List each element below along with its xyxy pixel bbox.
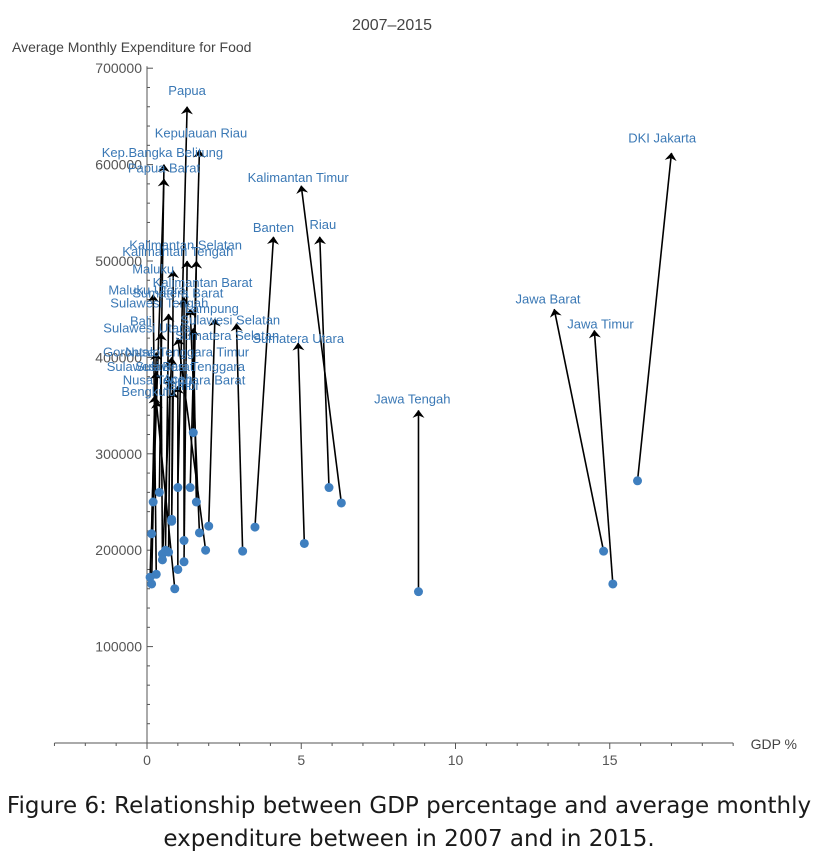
point-label: Bengkulu bbox=[121, 384, 175, 399]
point-label: Kalimantan Selatan bbox=[129, 237, 242, 252]
arrow-aceh bbox=[151, 400, 176, 589]
point-label: Bali bbox=[130, 314, 152, 329]
arrow-dki-jakarta bbox=[636, 152, 677, 481]
point-lampung bbox=[204, 521, 214, 531]
caption-line-1: Figure 6: Relationship between GDP perce… bbox=[6, 793, 812, 819]
point-label: DKI Jakarta bbox=[628, 130, 697, 145]
point-label: Nusa Tenggara Barat bbox=[123, 372, 246, 387]
point-kep-bangka-belitung bbox=[154, 487, 164, 497]
axes: 0 5 10 15 100000 200000 300000 400000 500000 6000… bbox=[53, 60, 734, 768]
y-tick-label: 400000 bbox=[95, 349, 142, 365]
y-tick-label: 300000 bbox=[95, 446, 142, 462]
point-jawa-tengah bbox=[413, 587, 423, 597]
arrow-sulawesi-utara bbox=[154, 332, 167, 555]
point-label: Sulawesi Tengah bbox=[110, 295, 208, 310]
point-gorontalo bbox=[147, 579, 157, 589]
y-tick-label: 700000 bbox=[95, 60, 142, 76]
y-tick-label: 500000 bbox=[95, 253, 142, 269]
scatter-arrow-chart: 2007–2015 Average Monthly Expenditure fo… bbox=[12, 17, 797, 768]
point-sumatera-selatan bbox=[201, 545, 211, 555]
point-papua bbox=[173, 483, 183, 493]
point-kalimantan-tengah bbox=[188, 428, 198, 438]
point-label: Lampung bbox=[185, 301, 239, 316]
point-label: Sumatera Selatan bbox=[175, 328, 279, 343]
point-label: Papua Barat bbox=[128, 160, 201, 175]
arrow-riau bbox=[314, 236, 330, 488]
x-tick-label: 10 bbox=[448, 752, 464, 768]
point-label: Banten bbox=[253, 220, 294, 235]
point-label: Jawa Barat bbox=[516, 291, 581, 306]
point-label: Jawa Tengah bbox=[374, 392, 450, 407]
point-label: Sulawesi Tenggara bbox=[135, 359, 245, 374]
point-label: Kalimantan Timur bbox=[248, 170, 350, 185]
arrow-banten bbox=[254, 236, 279, 528]
arrow-kalimantan-timur bbox=[296, 185, 343, 504]
y-tick-label: 200000 bbox=[95, 542, 142, 558]
point-sulawesi-selatan bbox=[238, 546, 248, 556]
point-bengkulu bbox=[147, 529, 157, 539]
arrow-sumatera-selatan bbox=[172, 337, 207, 551]
point-sulawesi-tenggara bbox=[164, 547, 174, 557]
point-label: Papua bbox=[168, 83, 206, 98]
point-label: Nusa Tenggara Timur bbox=[125, 344, 250, 359]
y-tick-label: 100000 bbox=[95, 639, 142, 655]
y-axis-title: Average Monthly Expenditure for Food bbox=[12, 39, 251, 55]
point-label: Sulawesi Utara bbox=[103, 320, 191, 335]
arrow-jawa-timur bbox=[588, 329, 614, 584]
point-label: Gorontalo bbox=[103, 344, 160, 359]
points-layer bbox=[145, 428, 643, 597]
arrow-lampung bbox=[207, 318, 221, 527]
arrow-bengkulu bbox=[148, 395, 161, 534]
point-label: Kep.Bangka Belitung bbox=[102, 145, 223, 160]
point-papua-barat bbox=[148, 497, 158, 507]
point-nusa-tenggara-timur bbox=[157, 555, 167, 565]
point-label: Maluku Utara bbox=[108, 283, 186, 298]
point-aceh bbox=[170, 584, 180, 594]
point-label: Sulawesi Barat bbox=[107, 359, 194, 374]
labels-layer: Papua Kepulauan Riau Kep.Bangka BelitungPa… bbox=[102, 83, 697, 406]
point-sulawesi-barat bbox=[145, 572, 155, 582]
point-sumatera-barat bbox=[194, 528, 204, 538]
arrow-sumatera-utara bbox=[292, 342, 306, 544]
x-tick-label: 0 bbox=[143, 752, 151, 768]
figure-caption: Figure 6: Relationship between GDP perce… bbox=[0, 790, 818, 856]
x-tick-label: 5 bbox=[297, 752, 305, 768]
point-nusa-tenggara-barat bbox=[173, 564, 183, 574]
point-jawa-timur bbox=[608, 579, 618, 589]
point-jambi bbox=[167, 514, 177, 524]
arrow-sulawesi-tengah bbox=[162, 313, 175, 551]
point-kepulauan-riau bbox=[185, 483, 195, 493]
point-label: Kalimantan Barat bbox=[153, 275, 253, 290]
point-label: Sumatera Utara bbox=[252, 331, 345, 346]
x-axis-title: GDP % bbox=[751, 736, 797, 752]
point-label: Aceh bbox=[163, 371, 193, 386]
arrow-jawa-barat bbox=[549, 308, 605, 552]
y-tick-label: 600000 bbox=[95, 157, 142, 173]
point-kalimantan-timur bbox=[336, 498, 346, 508]
point-label: Kepulauan Riau bbox=[155, 126, 248, 141]
caption-line-2: expenditure between in 2007 and in 2015. bbox=[163, 826, 655, 852]
point-riau bbox=[324, 483, 334, 493]
point-sumatera-utara bbox=[299, 538, 309, 548]
point-label: Riau bbox=[309, 217, 336, 232]
point-kalimantan-barat bbox=[179, 536, 189, 546]
point-bali bbox=[191, 497, 201, 507]
arrow-sulawesi-selatan bbox=[230, 323, 244, 552]
point-label: Sumatera Barat bbox=[132, 286, 223, 301]
point-dki-jakarta bbox=[633, 476, 643, 486]
chart-title: 2007–2015 bbox=[352, 17, 432, 34]
point-banten bbox=[250, 522, 260, 532]
point-label: Jambi bbox=[164, 378, 199, 393]
point-label: Maluku bbox=[132, 262, 174, 277]
arrow-jambi bbox=[167, 390, 180, 520]
x-tick-label: 15 bbox=[602, 752, 618, 768]
point-label: Kalimantan Tengah bbox=[122, 244, 233, 259]
point-jawa-barat bbox=[599, 546, 609, 556]
point-label: Jawa Timur bbox=[567, 316, 634, 331]
point-label: Sulawesi Selatan bbox=[180, 313, 280, 328]
point-kalimantan-selatan bbox=[179, 557, 189, 567]
